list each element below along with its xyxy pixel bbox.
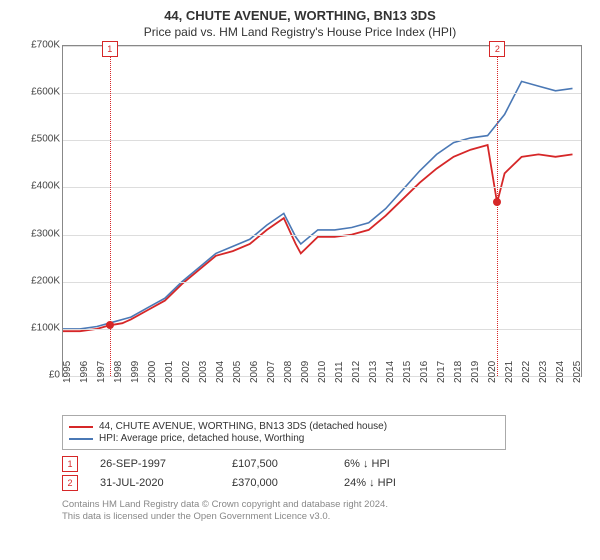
legend-swatch: [69, 426, 93, 428]
chart-lines: [63, 46, 581, 376]
y-axis-label: £200K: [20, 275, 60, 286]
transaction-date: 26-SEP-1997: [100, 458, 210, 470]
y-axis-label: £600K: [20, 87, 60, 98]
y-axis-label: £500K: [20, 134, 60, 145]
y-axis-label: £400K: [20, 181, 60, 192]
transaction-num: 2: [62, 475, 78, 491]
marker-label: 2: [489, 41, 505, 57]
marker-line: [497, 46, 498, 376]
transaction-num: 1: [62, 456, 78, 472]
footer-attribution: Contains HM Land Registry data © Crown c…: [62, 499, 590, 524]
transaction-delta: 24% ↓ HPI: [344, 477, 396, 489]
plot-area: 12: [62, 45, 582, 377]
marker-dot: [106, 321, 114, 329]
legend-label: HPI: Average price, detached house, Wort…: [99, 433, 304, 444]
transaction-row: 1 26-SEP-1997 £107,500 6% ↓ HPI: [62, 456, 590, 472]
marker-dot: [493, 198, 501, 206]
legend-swatch: [69, 438, 93, 440]
y-axis-label: £0: [20, 370, 60, 381]
legend-box: 44, CHUTE AVENUE, WORTHING, BN13 3DS (de…: [62, 415, 506, 450]
y-axis-label: £700K: [20, 40, 60, 51]
transaction-delta: 6% ↓ HPI: [344, 458, 390, 470]
transaction-date: 31-JUL-2020: [100, 477, 210, 489]
transaction-price: £370,000: [232, 477, 322, 489]
transaction-row: 2 31-JUL-2020 £370,000 24% ↓ HPI: [62, 475, 590, 491]
price-chart: £0£100K£200K£300K£400K£500K£600K£700K 12…: [20, 45, 580, 405]
y-axis-label: £300K: [20, 228, 60, 239]
transaction-list: 1 26-SEP-1997 £107,500 6% ↓ HPI 2 31-JUL-2020…: [62, 456, 590, 491]
series-price_paid: [63, 145, 573, 331]
page-subtitle: Price paid vs. HM Land Registry's House …: [10, 25, 590, 39]
x-axis-label: 2025: [572, 361, 596, 383]
transaction-price: £107,500: [232, 458, 322, 470]
y-axis-label: £100K: [20, 322, 60, 333]
marker-label: 1: [102, 41, 118, 57]
legend-item: 44, CHUTE AVENUE, WORTHING, BN13 3DS (de…: [69, 421, 499, 432]
footer-line: This data is licensed under the Open Gov…: [62, 511, 590, 523]
legend-label: 44, CHUTE AVENUE, WORTHING, BN13 3DS (de…: [99, 421, 387, 432]
legend-item: HPI: Average price, detached house, Wort…: [69, 433, 499, 444]
page-title: 44, CHUTE AVENUE, WORTHING, BN13 3DS: [10, 8, 590, 23]
footer-line: Contains HM Land Registry data © Crown c…: [62, 499, 590, 511]
